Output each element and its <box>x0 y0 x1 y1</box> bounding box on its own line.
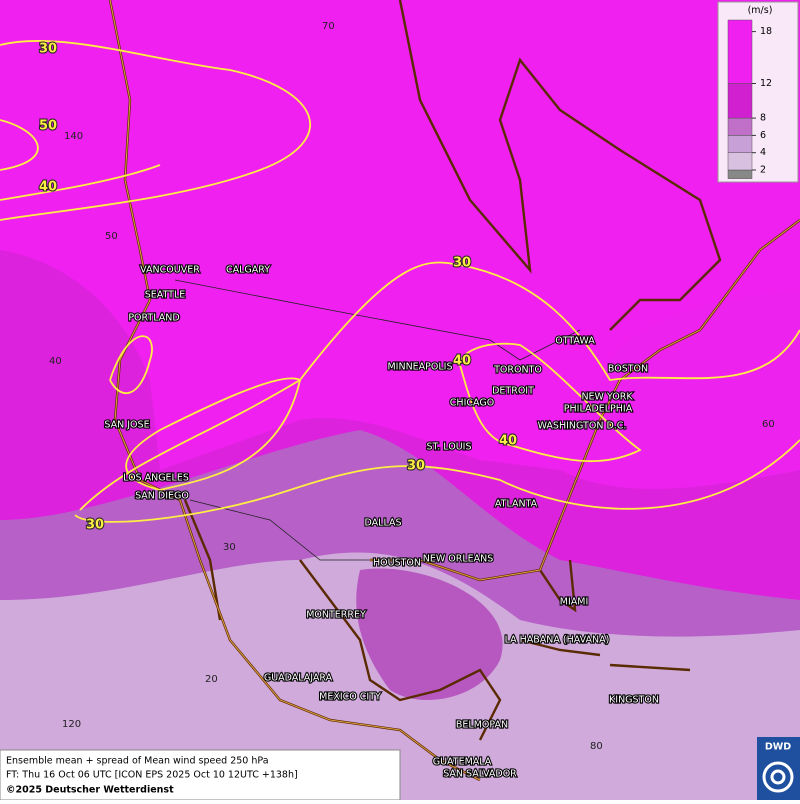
city-label: SEATTLE <box>145 290 186 301</box>
logo-swirl <box>770 769 786 785</box>
legend-unit: (m/s) <box>748 5 773 16</box>
city-label: NEW YORK <box>581 392 633 403</box>
grid-label: 30 <box>223 542 236 553</box>
city-label: NEW ORLEANS <box>423 554 494 565</box>
city-label: KINGSTON <box>609 695 659 706</box>
city-label: DALLAS <box>365 518 402 529</box>
city-label: WASHINGTON D.C. <box>538 421 627 432</box>
city-label: SAN SALVADOR <box>443 769 517 780</box>
contour-label: 30 <box>39 42 57 57</box>
city-label: DETROIT <box>492 386 534 397</box>
grid-label: 80 <box>590 741 603 752</box>
legend-tick-label: 6 <box>760 130 766 141</box>
shade-gulf <box>356 568 503 700</box>
city-label: ST. LOUIS <box>427 442 472 453</box>
legend-band <box>727 117 753 136</box>
legend-band <box>727 19 753 84</box>
grid-label: 60 <box>762 419 775 430</box>
city-label: ATLANTA <box>495 499 538 510</box>
contour-label: 50 <box>39 119 57 134</box>
city-label: PHILADELPHIA <box>564 404 633 415</box>
city-label: LA HABANA (HAVANA) <box>505 635 610 646</box>
caption-box <box>0 749 401 801</box>
shade-high <box>0 0 800 470</box>
grid-label: 50 <box>105 231 118 242</box>
city-label: TORONTO <box>493 365 542 376</box>
contour-label: 30 <box>407 459 425 474</box>
city-label: CHICAGO <box>450 398 494 409</box>
city-label: MINNEAPOLIS <box>387 362 452 373</box>
contour-label: 40 <box>453 354 471 369</box>
contour-label: 40 <box>499 434 517 449</box>
contour-label: 30 <box>86 518 104 533</box>
city-label: GUATEMALA <box>433 757 492 768</box>
legend-tick-label: 12 <box>760 78 772 89</box>
caption-line: FT: Thu 16 Oct 06 UTC [ICON EPS 2025 Oct… <box>6 770 298 781</box>
grid-label: 70 <box>322 21 335 32</box>
legend-band <box>727 135 753 153</box>
grid-label: 140 <box>64 131 83 142</box>
city-label: LOS ANGELES <box>123 473 189 484</box>
legend-band <box>727 83 753 119</box>
contours <box>0 39 800 523</box>
legend-band <box>727 152 753 171</box>
city-label: VANCOUVER <box>140 265 200 276</box>
legend-tick-label: 4 <box>760 147 766 158</box>
grid-label: 20 <box>205 674 218 685</box>
contour-label: 30 <box>453 256 471 271</box>
city-label: CALGARY <box>226 265 270 276</box>
legend: (m/s) 18 12 8 6 4 2 <box>717 1 799 183</box>
logo-swirl <box>762 761 794 793</box>
city-labels: VANCOUVER CALGARY SEATTLE PORTLAND SAN JOSE L… <box>103 263 660 780</box>
city-label: MIAMI <box>560 597 589 608</box>
city-label: MEXICO CITY <box>319 692 381 703</box>
legend-tick-label: 2 <box>760 165 766 176</box>
legend-tick-label: 8 <box>760 113 766 124</box>
city-label: PORTLAND <box>128 313 179 324</box>
city-label: HOUSTON <box>373 558 421 569</box>
city-label: BOSTON <box>608 364 648 375</box>
city-label: BELMOPAN <box>456 720 508 731</box>
city-label: GUADALAJARA <box>264 673 333 684</box>
grid-labels: 70 140 50 40 30 20 120 80 60 <box>49 21 775 752</box>
city-label: SAN DIEGO <box>135 491 189 502</box>
legend-band <box>727 169 753 179</box>
logo: DWD <box>765 742 791 753</box>
grid-label: 120 <box>62 719 81 730</box>
contour-label: 40 <box>39 180 57 195</box>
caption-line: ©2025 Deutscher Wetterdienst <box>6 785 174 796</box>
city-label: OTTAWA <box>555 336 595 347</box>
caption-line: Ensemble mean + spread of Mean wind spee… <box>6 756 269 767</box>
grid-label: 40 <box>49 356 62 367</box>
city-label: SAN JOSE <box>104 420 149 431</box>
legend-tick-label: 18 <box>760 26 772 37</box>
city-label: MONTERREY <box>306 610 366 621</box>
